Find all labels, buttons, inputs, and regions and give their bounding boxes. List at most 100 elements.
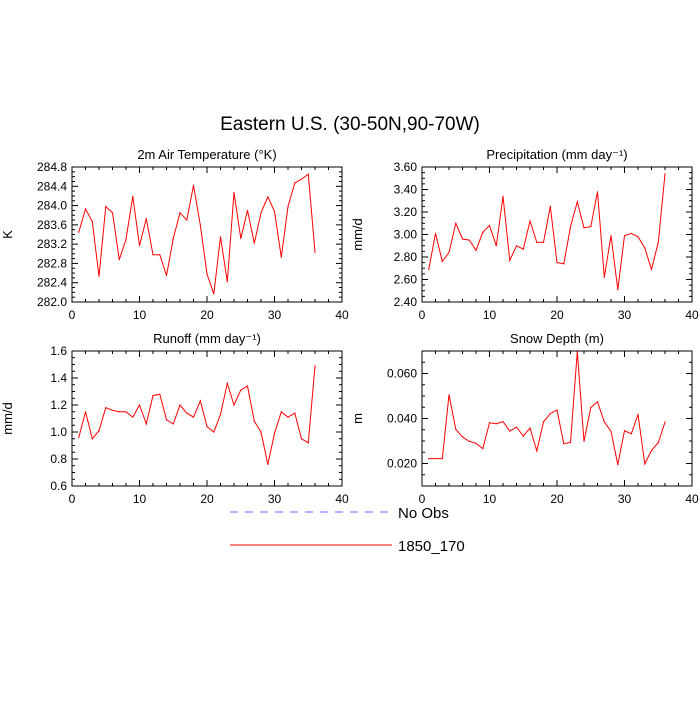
data-point bbox=[596, 191, 599, 193]
data-point bbox=[637, 413, 639, 416]
data-point bbox=[522, 248, 524, 250]
data-point bbox=[657, 442, 659, 444]
data-point bbox=[118, 411, 120, 413]
plot-frame bbox=[421, 166, 693, 303]
data-point bbox=[179, 212, 181, 214]
panel-runoff: Runoff (mm day⁻¹) mm/d 0 10 20 30 40 0.6 0.8 1.0 1… bbox=[0, 331, 349, 506]
x-tick-label: 20 bbox=[200, 308, 214, 322]
plot-frame bbox=[71, 350, 343, 487]
data-point bbox=[623, 235, 626, 237]
data-point bbox=[287, 416, 289, 418]
data-point bbox=[91, 220, 93, 223]
x-tick-label: 20 bbox=[550, 492, 564, 506]
data-point bbox=[596, 401, 599, 403]
data-point bbox=[132, 195, 134, 197]
data-point bbox=[300, 438, 303, 440]
data-point bbox=[280, 411, 282, 413]
y-tick-label: 1.0 bbox=[50, 425, 67, 439]
data-point bbox=[603, 276, 605, 278]
y-tick-label: 3.60 bbox=[394, 160, 418, 174]
data-point bbox=[434, 458, 437, 460]
data-point bbox=[192, 184, 195, 186]
data-point bbox=[448, 251, 450, 254]
x-tick-label: 10 bbox=[133, 492, 147, 506]
data-point bbox=[226, 281, 228, 283]
data-point bbox=[159, 393, 161, 395]
data-point bbox=[125, 411, 127, 413]
x-tick-label: 30 bbox=[268, 308, 282, 322]
data-point bbox=[206, 273, 208, 275]
data-point bbox=[434, 232, 437, 234]
data-point bbox=[84, 411, 87, 413]
data-point bbox=[556, 262, 558, 264]
data-point bbox=[199, 400, 201, 402]
y-tick-label: 1.6 bbox=[50, 344, 67, 358]
data-point bbox=[267, 196, 269, 198]
data-point bbox=[84, 208, 87, 210]
data-point bbox=[455, 428, 457, 430]
panel-title: 2m Air Temperature (°K) bbox=[137, 147, 276, 162]
data-point bbox=[502, 421, 504, 423]
data-point bbox=[563, 443, 565, 445]
data-point bbox=[145, 423, 147, 425]
y-tick-label: 0.040 bbox=[387, 412, 417, 426]
y-tick-label: 284.8 bbox=[37, 160, 67, 174]
data-point bbox=[253, 242, 255, 244]
y-tick-label: 0.060 bbox=[387, 367, 417, 381]
data-point bbox=[529, 427, 531, 429]
data-point bbox=[542, 421, 545, 423]
x-tick-label: 30 bbox=[618, 308, 632, 322]
data-point bbox=[583, 227, 585, 229]
series-line-1850_170 bbox=[78, 173, 316, 294]
data-point bbox=[213, 431, 215, 433]
data-point bbox=[441, 458, 443, 460]
x-tick-label: 0 bbox=[69, 308, 76, 322]
data-point bbox=[482, 231, 484, 233]
data-point bbox=[280, 256, 282, 258]
data-point bbox=[563, 263, 565, 265]
y-tick-label: 2.40 bbox=[394, 295, 418, 309]
data-point bbox=[482, 448, 484, 450]
data-point bbox=[186, 412, 188, 414]
data-point bbox=[475, 249, 477, 251]
y-tick-label: 2.80 bbox=[394, 250, 418, 264]
series-line-1850_170 bbox=[78, 365, 316, 465]
data-point bbox=[610, 430, 612, 432]
data-point bbox=[509, 259, 511, 261]
data-point bbox=[91, 438, 93, 440]
data-point bbox=[657, 241, 659, 243]
data-point bbox=[199, 224, 201, 226]
x-tick-label: 40 bbox=[685, 308, 699, 322]
data-point bbox=[556, 409, 558, 411]
data-point bbox=[617, 464, 619, 466]
y-tick-label: 0.8 bbox=[50, 452, 67, 466]
data-point bbox=[475, 442, 477, 444]
y-tick-label: 0.6 bbox=[50, 479, 67, 493]
data-point bbox=[664, 421, 666, 423]
data-point bbox=[213, 293, 215, 295]
data-point bbox=[644, 247, 646, 249]
data-point bbox=[488, 422, 491, 424]
data-point bbox=[132, 416, 134, 418]
data-point bbox=[105, 205, 107, 208]
data-point bbox=[240, 237, 242, 239]
data-point bbox=[246, 385, 249, 387]
data-point bbox=[111, 212, 114, 214]
data-point bbox=[515, 426, 518, 428]
x-tick-label: 40 bbox=[335, 492, 349, 506]
legend: No Obs 1850_170 bbox=[230, 505, 465, 555]
y-tick-label: 3.20 bbox=[394, 205, 418, 219]
data-point bbox=[78, 231, 80, 233]
data-point bbox=[294, 412, 296, 414]
data-point bbox=[78, 436, 80, 438]
data-point bbox=[623, 430, 626, 432]
data-point bbox=[488, 224, 491, 227]
data-point bbox=[172, 423, 174, 425]
data-point bbox=[233, 192, 235, 194]
data-point bbox=[125, 238, 127, 240]
data-point bbox=[267, 463, 269, 465]
data-point bbox=[307, 442, 309, 444]
y-axis-label: K bbox=[0, 230, 15, 239]
panels: 2m Air Temperature (°K) K 0 10 20 30 40 282.0 28… bbox=[0, 147, 699, 506]
y-tick-label: 2.60 bbox=[394, 273, 418, 287]
